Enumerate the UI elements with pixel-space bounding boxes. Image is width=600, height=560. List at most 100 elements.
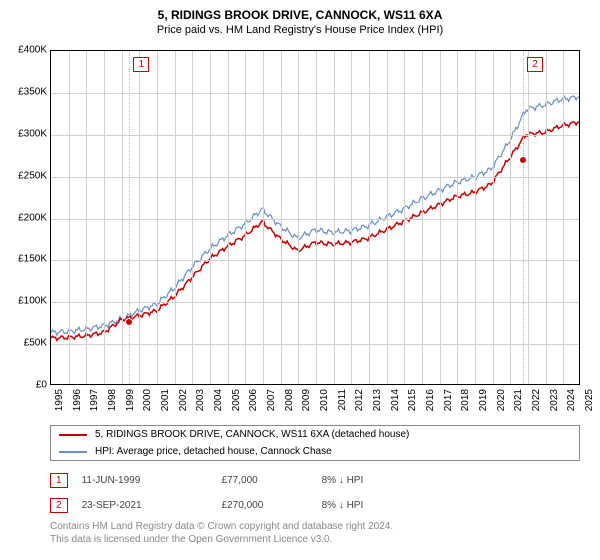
legend-row: 5, RIDINGS BROOK DRIVE, CANNOCK, WS11 6X… bbox=[51, 426, 579, 443]
y-tick-label: £300K bbox=[2, 128, 47, 139]
y-tick-label: £200K bbox=[2, 212, 47, 223]
footer-line: This data is licensed under the Open Gov… bbox=[50, 533, 580, 546]
x-tick-label: 2003 bbox=[195, 389, 206, 411]
x-tick-label: 2010 bbox=[319, 389, 330, 411]
event-diff: 8% ↓ HPI bbox=[322, 475, 442, 486]
event-number-box: 2 bbox=[50, 498, 68, 513]
y-tick-label: £350K bbox=[2, 86, 47, 97]
gridline-v bbox=[157, 51, 158, 384]
y-tick-label: £150K bbox=[2, 254, 47, 265]
gridline-v bbox=[122, 51, 123, 384]
gridline-v bbox=[334, 51, 335, 384]
event-dot bbox=[519, 156, 527, 164]
x-tick-label: 2013 bbox=[372, 389, 383, 411]
chart-subtitle: Price paid vs. HM Land Registry's House … bbox=[0, 22, 600, 42]
event-diff: 8% ↓ HPI bbox=[322, 500, 442, 511]
event-row: 1 11-JUN-1999£77,0008% ↓ HPI bbox=[50, 468, 580, 493]
chart-title: 5, RIDINGS BROOK DRIVE, CANNOCK, WS11 6X… bbox=[0, 0, 600, 22]
legend-label: 5, RIDINGS BROOK DRIVE, CANNOCK, WS11 6X… bbox=[95, 429, 409, 440]
footer-line: Contains HM Land Registry data © Crown c… bbox=[50, 520, 580, 533]
x-tick-label: 2007 bbox=[266, 389, 277, 411]
legend: 5, RIDINGS BROOK DRIVE, CANNOCK, WS11 6X… bbox=[50, 425, 580, 461]
gridline-v bbox=[528, 51, 529, 384]
gridline-v bbox=[245, 51, 246, 384]
x-tick-label: 2019 bbox=[478, 389, 489, 411]
x-tick-label: 2016 bbox=[425, 389, 436, 411]
event-price: £77,000 bbox=[222, 475, 322, 486]
event-date: 11-JUN-1999 bbox=[82, 475, 222, 486]
x-tick-label: 2011 bbox=[337, 389, 348, 411]
x-tick-label: 1999 bbox=[125, 389, 136, 411]
gridline-v bbox=[546, 51, 547, 384]
event-row: 2 23-SEP-2021£270,0008% ↓ HPI bbox=[50, 493, 580, 518]
gridline-v bbox=[263, 51, 264, 384]
x-tick-label: 2009 bbox=[301, 389, 312, 411]
gridline-v bbox=[422, 51, 423, 384]
x-tick-label: 2020 bbox=[496, 389, 507, 411]
y-tick-label: £0 bbox=[2, 380, 47, 391]
footer: Contains HM Land Registry data © Crown c… bbox=[50, 520, 580, 546]
legend-swatch bbox=[59, 434, 87, 436]
event-line bbox=[129, 51, 130, 384]
gridline-v bbox=[475, 51, 476, 384]
gridline-v bbox=[104, 51, 105, 384]
container: 5, RIDINGS BROOK DRIVE, CANNOCK, WS11 6X… bbox=[0, 0, 600, 560]
y-tick-label: £250K bbox=[2, 170, 47, 181]
gridline-v bbox=[228, 51, 229, 384]
gridline-v bbox=[281, 51, 282, 384]
gridline-v bbox=[493, 51, 494, 384]
gridline-v bbox=[563, 51, 564, 384]
x-tick-label: 2018 bbox=[460, 389, 471, 411]
event-date: 23-SEP-2021 bbox=[82, 500, 222, 511]
gridline-v bbox=[192, 51, 193, 384]
event-number-box: 1 bbox=[50, 473, 68, 488]
x-tick-label: 2023 bbox=[549, 389, 560, 411]
legend-row: HPI: Average price, detached house, Cann… bbox=[51, 443, 579, 460]
gridline-v bbox=[457, 51, 458, 384]
gridline-v bbox=[298, 51, 299, 384]
x-tick-label: 2021 bbox=[513, 389, 524, 411]
x-tick-label: 2001 bbox=[160, 389, 171, 411]
legend-label: HPI: Average price, detached house, Cann… bbox=[95, 446, 332, 457]
events-table: 111-JUN-1999£77,0008% ↓ HPI223-SEP-2021£… bbox=[50, 468, 580, 518]
x-tick-label: 2015 bbox=[407, 389, 418, 411]
x-tick-label: 2000 bbox=[142, 389, 153, 411]
x-tick-label: 2024 bbox=[566, 389, 577, 411]
gridline-v bbox=[316, 51, 317, 384]
x-tick-label: 1997 bbox=[89, 389, 100, 411]
x-tick-label: 2004 bbox=[213, 389, 224, 411]
gridline-v bbox=[404, 51, 405, 384]
legend-swatch bbox=[59, 451, 87, 453]
gridline-v bbox=[387, 51, 388, 384]
x-tick-label: 2025 bbox=[584, 389, 595, 411]
y-tick-label: £100K bbox=[2, 296, 47, 307]
x-tick-label: 2014 bbox=[390, 389, 401, 411]
y-tick-label: £400K bbox=[2, 45, 47, 56]
x-tick-label: 1998 bbox=[107, 389, 118, 411]
x-tick-label: 2022 bbox=[531, 389, 542, 411]
event-price: £270,000 bbox=[222, 500, 322, 511]
x-tick-label: 1995 bbox=[54, 389, 65, 411]
event-marker-box: 1 bbox=[133, 57, 149, 72]
gridline-v bbox=[175, 51, 176, 384]
gridline-v bbox=[86, 51, 87, 384]
gridline-v bbox=[369, 51, 370, 384]
gridline-v bbox=[351, 51, 352, 384]
x-tick-label: 2002 bbox=[178, 389, 189, 411]
x-tick-label: 2008 bbox=[284, 389, 295, 411]
gridline-v bbox=[69, 51, 70, 384]
x-tick-label: 1996 bbox=[72, 389, 83, 411]
x-tick-label: 2006 bbox=[248, 389, 259, 411]
event-line bbox=[523, 51, 524, 384]
y-tick-label: £50K bbox=[2, 338, 47, 349]
gridline-v bbox=[139, 51, 140, 384]
x-tick-label: 2012 bbox=[354, 389, 365, 411]
event-marker-box: 2 bbox=[527, 57, 543, 72]
event-dot bbox=[125, 318, 133, 326]
x-tick-label: 2017 bbox=[443, 389, 454, 411]
gridline-v bbox=[510, 51, 511, 384]
gridline-v bbox=[210, 51, 211, 384]
x-tick-label: 2005 bbox=[231, 389, 242, 411]
chart-area: 12 bbox=[50, 50, 580, 385]
gridline-v bbox=[440, 51, 441, 384]
